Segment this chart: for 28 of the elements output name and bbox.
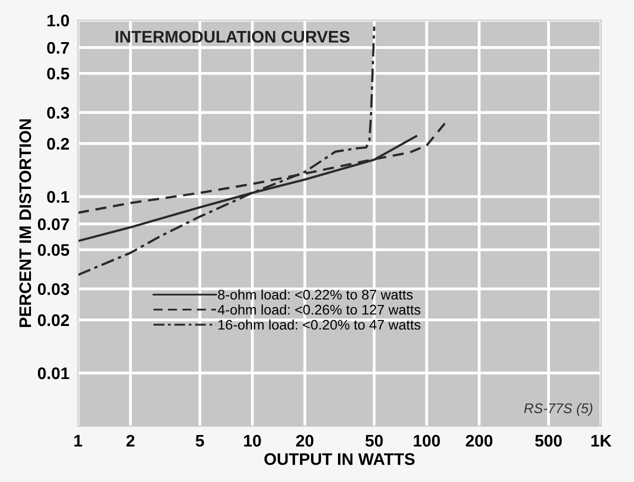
y-tick-label: 0.2 (47, 138, 69, 150)
x-tick-label: 1 (74, 435, 82, 446)
legend-label: 8-ohm load: <0.22% to 87 watts (218, 289, 413, 300)
x-tick-label: 10 (244, 434, 261, 447)
y-tick-label: 1.0 (48, 14, 69, 26)
y-tick-label: 0.7 (47, 42, 69, 54)
y-tick-label: 0.05 (38, 244, 70, 256)
x-tick-label: 2 (126, 434, 134, 446)
x-tick-label: 200 (466, 434, 492, 447)
y-axis-title: PERCENT IM DISTORTION (19, 119, 32, 327)
y-tick-label: 0.02 (38, 314, 69, 326)
x-tick-label: 5 (196, 435, 204, 447)
y-tick-label: 0.01 (38, 367, 70, 380)
annotation: RS-77S (5) (524, 402, 592, 416)
legend-label: 16-ohm load: <0.20% to 47 watts (218, 319, 420, 330)
x-axis-title: OUTPUT IN WATTS (264, 453, 415, 465)
x-tick-label: 500 (535, 434, 562, 447)
y-tick-label: 0.1 (47, 191, 70, 203)
chart-title: INTERMODULATION CURVES (116, 30, 350, 43)
y-tick-label: 0.07 (38, 218, 69, 230)
x-tick-label: 50 (365, 434, 383, 447)
y-tick-label: 0.5 (47, 68, 70, 80)
y-tick-label: 0.03 (38, 283, 70, 296)
legend-label: 4-ohm load: <0.26% to 127 watts (218, 304, 420, 315)
x-tick-label: 20 (296, 434, 314, 447)
x-tick-label: 1K (591, 435, 612, 446)
x-tick-label: 100 (414, 434, 440, 447)
y-tick-label: 0.3 (47, 106, 70, 119)
